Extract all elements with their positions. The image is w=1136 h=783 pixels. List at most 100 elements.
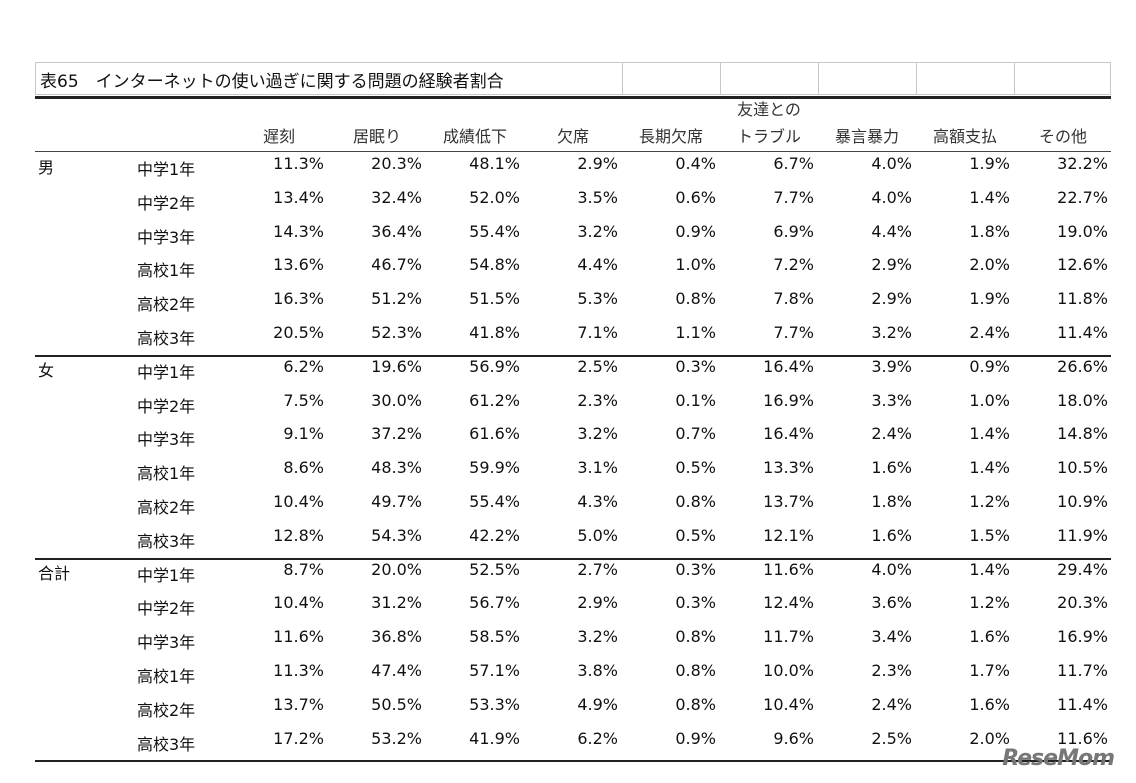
cell-value: 1.2% bbox=[969, 492, 1010, 511]
cell-value: 1.7% bbox=[969, 661, 1010, 680]
cell-value: 6.2% bbox=[577, 728, 618, 748]
cell-value: 10.5% bbox=[1057, 458, 1108, 478]
cell-value: 54.3% bbox=[371, 525, 422, 545]
cell-value: 0.8% bbox=[675, 694, 716, 714]
title-cell bbox=[622, 62, 721, 95]
cell-value: 2.9% bbox=[871, 255, 912, 275]
cell-value: 36.4% bbox=[371, 221, 422, 241]
cell-value: 2.3% bbox=[577, 390, 618, 410]
cell-value: 5.3% bbox=[577, 289, 618, 309]
cell-value: 7.7% bbox=[773, 323, 814, 342]
cell-value: 1.4% bbox=[969, 424, 1010, 444]
cell-value: 1.6% bbox=[871, 525, 912, 545]
title-cell bbox=[1014, 62, 1111, 95]
group-label: 女 bbox=[38, 360, 55, 380]
cell-value: 0.6% bbox=[675, 187, 716, 207]
cell-value: 1.6% bbox=[871, 458, 912, 478]
cell-value: 26.6% bbox=[1057, 356, 1108, 376]
cell-value: 48.3% bbox=[371, 458, 422, 478]
cell-value: 30.0% bbox=[371, 390, 422, 410]
title-cell bbox=[916, 62, 1015, 95]
cell-value: 29.4% bbox=[1057, 559, 1108, 579]
cell-value: 11.6% bbox=[763, 559, 814, 579]
cell-value: 3.4% bbox=[871, 627, 912, 647]
cell-value: 7.8% bbox=[773, 289, 814, 309]
cell-value: 0.5% bbox=[675, 458, 716, 478]
cell-value: 13.3% bbox=[763, 458, 814, 478]
cell-value: 3.1% bbox=[577, 458, 618, 478]
cell-value: 57.1% bbox=[469, 661, 520, 680]
cell-value: 31.2% bbox=[371, 593, 422, 613]
cell-value: 18.0% bbox=[1057, 390, 1108, 410]
cell-value: 0.1% bbox=[675, 390, 716, 410]
cell-value: 1.4% bbox=[969, 458, 1010, 478]
cell-value: 2.0% bbox=[969, 255, 1010, 275]
cell-value: 0.3% bbox=[675, 356, 716, 376]
cell-value: 12.1% bbox=[763, 525, 814, 545]
cell-value: 11.9% bbox=[1057, 525, 1108, 545]
column-header: 高額支払 bbox=[932, 127, 997, 146]
title: 表65 インターネットの使い過ぎに関する問題の経験者割合 bbox=[40, 72, 504, 92]
cell-value: 0.9% bbox=[675, 728, 716, 748]
cell-value: 4.0% bbox=[871, 154, 912, 173]
cell-value: 13.4% bbox=[273, 187, 324, 207]
cell-value: 53.2% bbox=[371, 728, 422, 748]
cell-value: 11.8% bbox=[1057, 289, 1108, 309]
column-header: 暴言暴力 bbox=[834, 127, 899, 146]
cell-value: 5.0% bbox=[577, 525, 618, 545]
cell-value: 37.2% bbox=[371, 424, 422, 444]
cell-value: 16.4% bbox=[763, 424, 814, 444]
group-label: 男 bbox=[38, 158, 55, 177]
cell-value: 2.4% bbox=[969, 323, 1010, 342]
column-header: 長期欠席 bbox=[638, 127, 703, 146]
cell-value: 3.2% bbox=[871, 323, 912, 342]
cell-value: 10.9% bbox=[1057, 492, 1108, 511]
column-header: 成績低下 bbox=[442, 127, 507, 146]
cell-value: 2.5% bbox=[577, 356, 618, 376]
cell-value: 11.4% bbox=[1057, 694, 1108, 714]
cell-value: 2.4% bbox=[871, 694, 912, 714]
cell-value: 19.0% bbox=[1057, 221, 1108, 241]
cell-value: 4.9% bbox=[577, 694, 618, 714]
cell-value: 1.5% bbox=[969, 525, 1010, 545]
cell-value: 3.6% bbox=[871, 593, 912, 613]
cell-value: 0.3% bbox=[675, 593, 716, 613]
grade-label: 高校3年 bbox=[137, 531, 196, 551]
cell-value: 12.6% bbox=[1057, 255, 1108, 275]
grade-label: 高校1年 bbox=[137, 464, 196, 484]
cell-value: 0.3% bbox=[675, 559, 716, 579]
cell-value: 16.3% bbox=[273, 289, 324, 309]
cell-value: 47.4% bbox=[371, 661, 422, 680]
cell-value: 0.5% bbox=[675, 525, 716, 545]
cell-value: 6.7% bbox=[773, 154, 814, 173]
cell-value: 3.3% bbox=[871, 390, 912, 410]
rule bbox=[35, 96, 1111, 99]
cell-value: 41.8% bbox=[469, 323, 520, 342]
cell-value: 2.3% bbox=[871, 661, 912, 680]
cell-value: 0.9% bbox=[675, 221, 716, 241]
cell-value: 20.3% bbox=[1057, 593, 1108, 613]
grade-label: 中学1年 bbox=[137, 565, 196, 585]
cell-value: 1.2% bbox=[969, 593, 1010, 613]
cell-value: 8.7% bbox=[283, 559, 324, 579]
cell-value: 10.4% bbox=[763, 694, 814, 714]
rule bbox=[35, 354, 1111, 357]
cell-value: 4.3% bbox=[577, 492, 618, 511]
cell-value: 2.0% bbox=[969, 728, 1010, 748]
cell-value: 3.2% bbox=[577, 424, 618, 444]
cell-value: 61.2% bbox=[469, 390, 520, 410]
cell-value: 55.4% bbox=[469, 221, 520, 241]
cell-value: 2.7% bbox=[577, 559, 618, 579]
cell-value: 16.4% bbox=[763, 356, 814, 376]
cell-value: 4.4% bbox=[577, 255, 618, 275]
grade-label: 中学1年 bbox=[137, 362, 196, 382]
cell-value: 7.7% bbox=[773, 187, 814, 207]
cell-value: 52.3% bbox=[371, 323, 422, 342]
column-header: 遅刻 bbox=[262, 127, 295, 146]
cell-value: 22.7% bbox=[1057, 187, 1108, 207]
cell-value: 11.7% bbox=[1057, 661, 1108, 680]
grade-label: 中学2年 bbox=[137, 396, 196, 416]
cell-value: 61.6% bbox=[469, 424, 520, 444]
cell-value: 59.9% bbox=[469, 458, 520, 478]
grade-label: 高校3年 bbox=[137, 329, 196, 348]
